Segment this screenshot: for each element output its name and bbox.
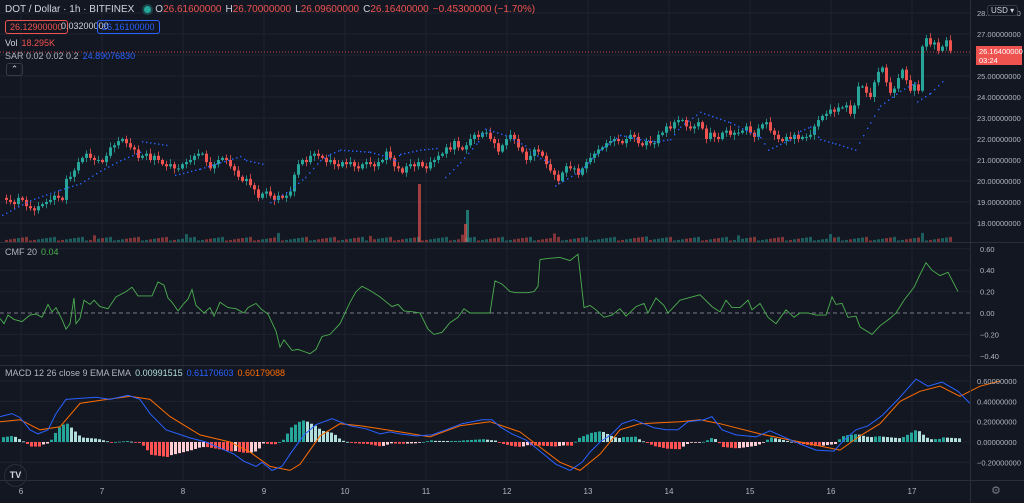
svg-text:24.00000000: 24.00000000 (977, 93, 1021, 102)
svg-text:22.00000000: 22.00000000 (977, 135, 1021, 144)
symbol-title[interactable]: DOT / Dollar · 1h · BITFINEX (5, 4, 135, 15)
buy-price-button[interactable]: 26.16100000 (97, 20, 160, 34)
cmf-value: 0.04 (41, 247, 59, 257)
bar-countdown: 03:24 (979, 56, 998, 65)
svg-text:9: 9 (262, 487, 267, 496)
svg-text:0.20000000: 0.20000000 (977, 418, 1017, 427)
svg-text:6: 6 (19, 487, 24, 496)
svg-text:0.60: 0.60 (980, 245, 995, 254)
macd-signal-value: 0.60179088 (237, 368, 286, 378)
svg-text:−0.40: −0.40 (980, 352, 999, 361)
sar-value: 24.89076830 (82, 51, 136, 61)
svg-text:20.00000000: 20.00000000 (977, 177, 1021, 186)
volume-legend[interactable]: Vol 18.295K (5, 38, 56, 48)
cmf-legend[interactable]: CMF 20 0.04 (5, 247, 59, 257)
last-price-tag: 26.16400000 03:24 (976, 46, 1023, 65)
settings-gear-icon[interactable]: ⚙ (991, 485, 1001, 497)
spread-value: 0.03200000 (61, 21, 109, 31)
macd-pane-plot (0, 378, 1001, 471)
svg-text:13: 13 (584, 487, 593, 496)
candlesticks (5, 33, 952, 216)
volume-bars (5, 184, 952, 242)
svg-text:11: 11 (422, 487, 431, 496)
tradingview-logo-icon[interactable]: TV (4, 464, 27, 487)
svg-text:15: 15 (746, 487, 755, 496)
macd-legend[interactable]: MACD 12 26 close 9 EMA EMA 0.00991515 0.61… (5, 368, 286, 378)
currency-selector-button[interactable]: USD ▾ (987, 5, 1019, 16)
svg-text:21.00000000: 21.00000000 (977, 156, 1021, 165)
svg-text:19.00000000: 19.00000000 (977, 198, 1021, 207)
cmf-line (0, 253, 959, 355)
svg-text:0.40: 0.40 (980, 266, 995, 275)
svg-text:18.00000000: 18.00000000 (977, 219, 1021, 228)
close-value: 26.16400000 (370, 4, 429, 15)
svg-text:25.00000000: 25.00000000 (977, 72, 1021, 81)
macd-line-value: 0.61170603 (186, 368, 234, 378)
svg-text:0.00: 0.00 (980, 309, 995, 318)
market-status-icon (144, 5, 152, 13)
high-value: 26.70000000 (232, 4, 292, 15)
low-value: 26.09600000 (300, 4, 360, 15)
collapse-legend-button[interactable]: ⌃ (6, 63, 23, 76)
svg-text:14: 14 (665, 487, 674, 496)
macd-hist-value: 0.00991515 (135, 368, 183, 378)
svg-text:23.00000000: 23.00000000 (977, 114, 1021, 123)
change-value: −0.45300000 (−1.70%) (432, 4, 536, 15)
svg-text:−0.20: −0.20 (980, 330, 999, 339)
svg-text:16: 16 (827, 487, 836, 496)
last-price-value: 26.16400000 (979, 47, 1023, 56)
svg-text:0.20: 0.20 (980, 288, 995, 297)
sar-legend[interactable]: SAR 0.02 0.02 0.2 24.89076830 (5, 51, 136, 61)
svg-text:10: 10 (341, 487, 350, 496)
svg-text:17: 17 (908, 487, 917, 496)
svg-text:0.00000000: 0.00000000 (977, 438, 1017, 447)
svg-text:0.60000000: 0.60000000 (977, 377, 1017, 386)
sell-price-button[interactable]: 26.12900000 (5, 20, 68, 34)
svg-text:8: 8 (181, 487, 186, 496)
symbol-legend[interactable]: DOT / Dollar · 1h · BITFINEX O26.61600000… (5, 4, 536, 15)
svg-text:−0.20000000: −0.20000000 (977, 458, 1021, 467)
svg-text:12: 12 (503, 487, 512, 496)
parabolic-sar-dots (2, 81, 944, 216)
svg-text:27.00000000: 27.00000000 (977, 30, 1021, 39)
open-value: 26.61600000 (163, 4, 222, 15)
svg-text:7: 7 (100, 487, 105, 496)
volume-value: 18.295K (21, 38, 56, 48)
svg-text:0.40000000: 0.40000000 (977, 397, 1017, 406)
